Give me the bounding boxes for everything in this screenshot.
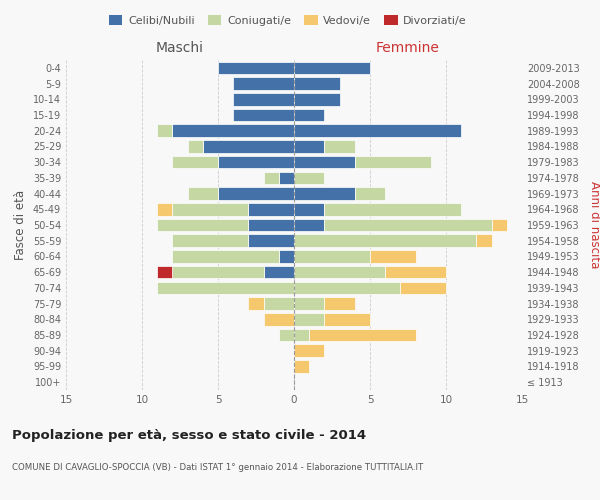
- Bar: [325, 203, 461, 215]
- Bar: [491, 218, 507, 232]
- Bar: [233, 78, 294, 90]
- Text: Maschi: Maschi: [156, 42, 204, 56]
- Bar: [218, 156, 294, 168]
- Bar: [172, 203, 248, 215]
- Bar: [248, 218, 294, 232]
- Bar: [157, 124, 172, 137]
- Bar: [370, 250, 416, 262]
- Bar: [309, 328, 416, 342]
- Bar: [294, 188, 355, 200]
- Bar: [172, 234, 248, 247]
- Bar: [325, 140, 355, 152]
- Bar: [294, 328, 309, 342]
- Bar: [325, 218, 491, 232]
- Bar: [294, 62, 370, 74]
- Bar: [325, 298, 355, 310]
- Bar: [294, 313, 325, 326]
- Bar: [294, 234, 476, 247]
- Bar: [263, 298, 294, 310]
- Bar: [248, 203, 294, 215]
- Bar: [294, 108, 325, 122]
- Bar: [263, 313, 294, 326]
- Text: COMUNE DI CAVAGLIO-SPOCCIA (VB) - Dati ISTAT 1° gennaio 2014 - Elaborazione TUTT: COMUNE DI CAVAGLIO-SPOCCIA (VB) - Dati I…: [12, 464, 423, 472]
- Bar: [172, 124, 294, 137]
- Bar: [294, 93, 340, 106]
- Bar: [203, 140, 294, 152]
- Bar: [157, 266, 172, 278]
- Bar: [294, 360, 309, 372]
- Bar: [188, 188, 218, 200]
- Bar: [157, 203, 172, 215]
- Bar: [294, 282, 400, 294]
- Bar: [294, 344, 325, 357]
- Bar: [294, 172, 325, 184]
- Bar: [248, 234, 294, 247]
- Bar: [385, 266, 446, 278]
- Bar: [294, 298, 325, 310]
- Text: Femmine: Femmine: [376, 42, 440, 56]
- Bar: [294, 250, 370, 262]
- Bar: [172, 250, 279, 262]
- Bar: [218, 62, 294, 74]
- Bar: [325, 313, 370, 326]
- Y-axis label: Fasce di età: Fasce di età: [14, 190, 27, 260]
- Bar: [157, 218, 248, 232]
- Bar: [233, 108, 294, 122]
- Bar: [355, 156, 431, 168]
- Bar: [476, 234, 491, 247]
- Bar: [294, 124, 461, 137]
- Bar: [172, 266, 263, 278]
- Y-axis label: Anni di nascita: Anni di nascita: [588, 182, 600, 268]
- Bar: [233, 93, 294, 106]
- Bar: [248, 298, 263, 310]
- Bar: [294, 203, 325, 215]
- Bar: [294, 218, 325, 232]
- Bar: [294, 140, 325, 152]
- Bar: [188, 140, 203, 152]
- Bar: [294, 266, 385, 278]
- Bar: [157, 282, 294, 294]
- Bar: [355, 188, 385, 200]
- Bar: [263, 172, 279, 184]
- Text: Popolazione per età, sesso e stato civile - 2014: Popolazione per età, sesso e stato civil…: [12, 430, 366, 442]
- Bar: [294, 156, 355, 168]
- Bar: [400, 282, 446, 294]
- Legend: Celibi/Nubili, Coniugati/e, Vedovi/e, Divorziati/e: Celibi/Nubili, Coniugati/e, Vedovi/e, Di…: [105, 10, 471, 30]
- Bar: [279, 250, 294, 262]
- Bar: [279, 328, 294, 342]
- Bar: [263, 266, 294, 278]
- Bar: [279, 172, 294, 184]
- Bar: [172, 156, 218, 168]
- Bar: [294, 78, 340, 90]
- Bar: [218, 188, 294, 200]
